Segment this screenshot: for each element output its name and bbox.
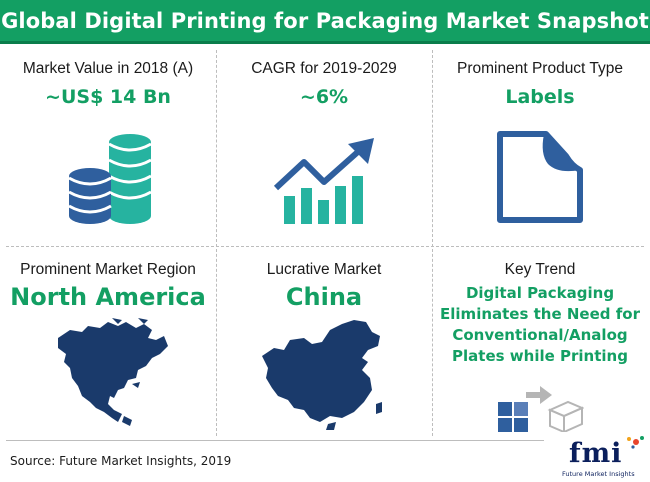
cagr-label: CAGR for 2019-2029 (251, 60, 397, 77)
region-label: Prominent Market Region (20, 261, 196, 278)
source-note: Source: Future Market Insights, 2019 (10, 454, 232, 468)
region-cell: Prominent Market Region North America (0, 261, 216, 311)
north-america-map-icon (58, 318, 168, 426)
china-map-icon (262, 320, 382, 430)
key-trend-line-4: Plates while Printing (452, 347, 628, 365)
footer-divider (6, 440, 544, 441)
page-title: Global Digital Printing for Packaging Ma… (1, 8, 649, 33)
lucrative-cell: Lucrative Market China (216, 261, 432, 311)
grid-divider-vertical-right (432, 50, 433, 436)
market-value-value: ~US$ 14 Bn (45, 86, 171, 108)
fmi-logo-subtitle: Future Market Insights (562, 470, 635, 478)
packaging-boxes-icon (498, 386, 584, 432)
lucrative-label: Lucrative Market (266, 261, 382, 278)
key-trend-text: Digital Packaging Eliminates the Need fo… (432, 283, 648, 367)
lucrative-value: China (285, 283, 363, 311)
product-type-cell: Prominent Product Type Labels (432, 60, 648, 108)
label-sheet-icon (497, 131, 583, 223)
growth-chart-icon (274, 138, 374, 224)
market-value-label: Market Value in 2018 (A) (22, 60, 194, 77)
fmi-logo-dots (627, 436, 644, 449)
grid-divider-horizontal (6, 246, 644, 247)
fmi-logo: fmi Future Market Insights (560, 436, 646, 480)
key-trend-cell: Key Trend Digital Packaging Eliminates t… (432, 261, 648, 367)
market-value-cell: Market Value in 2018 (A) ~US$ 14 Bn (0, 60, 216, 108)
product-type-label: Prominent Product Type (457, 60, 623, 77)
region-value: North America (10, 283, 206, 311)
coins-stack-icon (68, 134, 152, 224)
key-trend-line-3: Conventional/Analog (452, 326, 628, 344)
header-banner: Global Digital Printing for Packaging Ma… (0, 0, 650, 44)
key-trend-line-2: Eliminates the Need for (440, 305, 640, 323)
grid-divider-vertical-left (216, 50, 217, 436)
key-trend-line-1: Digital Packaging (465, 284, 615, 302)
fmi-logo-word: fmi (569, 438, 623, 469)
product-type-value: Labels (505, 86, 575, 108)
key-trend-label: Key Trend (504, 261, 576, 278)
cagr-cell: CAGR for 2019-2029 ~6% (216, 60, 432, 108)
cagr-value: ~6% (299, 86, 349, 108)
